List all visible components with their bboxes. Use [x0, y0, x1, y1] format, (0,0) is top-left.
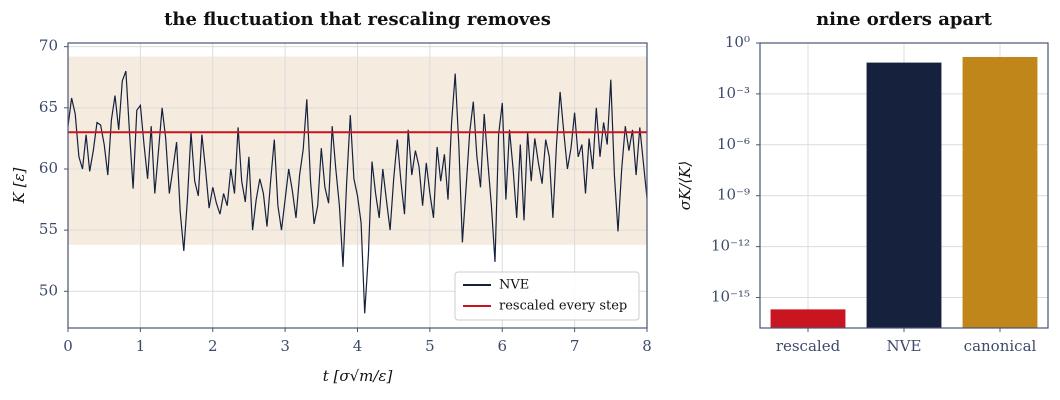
bar: [770, 309, 846, 328]
legend-label: NVE: [499, 278, 529, 293]
series-line: [67, 70, 648, 314]
plot-frame: [759, 42, 1049, 329]
y-tick-label: 10⁰: [725, 33, 750, 51]
y-axis-label: σK/⟨K⟩: [676, 161, 694, 210]
plot-frame: [67, 42, 648, 329]
x-axis-label: t [σ√m/ε]: [323, 367, 393, 385]
x-tick-label: 7: [570, 337, 580, 355]
x-tick-label: canonical: [964, 337, 1037, 355]
y-tick-label: 55: [39, 220, 58, 238]
chart-title: the fluctuation that rescaling removes: [164, 9, 551, 30]
y-tick-label: 70: [39, 37, 58, 55]
y-tick-label: 10⁻¹⁵: [711, 288, 750, 306]
x-tick-label: rescaled: [776, 337, 841, 355]
y-tick-label: 50: [39, 281, 58, 299]
y-tick-label: 10⁻⁶: [717, 135, 750, 153]
x-tick-label: 8: [642, 337, 652, 355]
x-tick-label: 5: [425, 337, 435, 355]
y-tick-label: 60: [39, 159, 58, 177]
legend-box: [454, 271, 640, 321]
legend-label: rescaled every step: [499, 299, 627, 314]
chart-title: nine orders apart: [816, 9, 993, 30]
x-tick-label: 1: [136, 337, 146, 355]
x-tick-label: 3: [280, 337, 290, 355]
y-axis-label: K [ε]: [10, 167, 28, 204]
x-tick-label: 4: [353, 337, 363, 355]
x-tick-label: 6: [497, 337, 507, 355]
y-tick-label: 10⁻⁹: [717, 186, 750, 204]
bar: [962, 56, 1038, 328]
bar: [866, 62, 942, 328]
x-tick-label: 0: [63, 337, 73, 355]
y-tick-label: 10⁻³: [717, 84, 750, 102]
y-tick-label: 10⁻¹²: [711, 237, 750, 255]
y-tick-label: 65: [39, 98, 58, 116]
x-tick-label: 2: [208, 337, 218, 355]
x-tick-label: NVE: [887, 337, 922, 355]
